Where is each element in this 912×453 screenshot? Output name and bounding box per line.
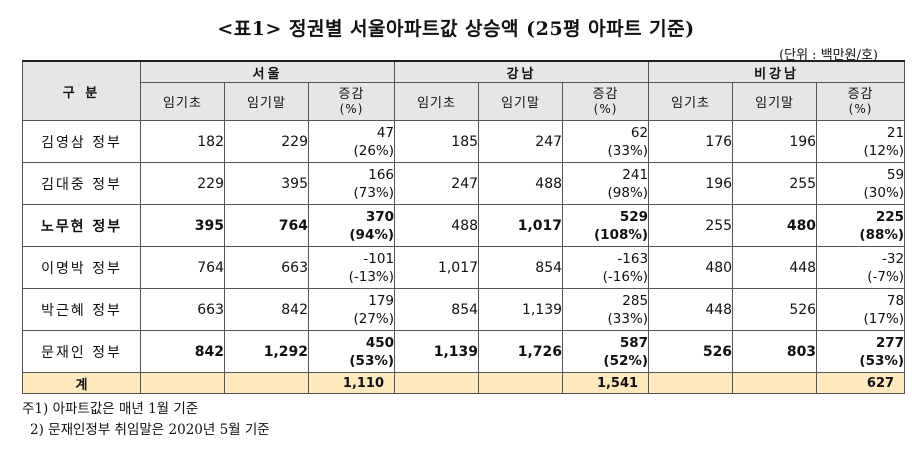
- non-gangnam-start: 526: [648, 330, 734, 373]
- seoul-start: 842: [140, 330, 225, 373]
- non-gangnam-end: 196: [732, 120, 818, 163]
- gangnam-change: 62 (33%): [562, 120, 650, 163]
- gangnam-end: 1,017: [478, 204, 564, 247]
- non-gangnam-change: 78 (17%): [816, 288, 906, 331]
- seoul-change: 179 (27%): [307, 288, 396, 331]
- seoul-change: 47 (26%): [307, 120, 396, 163]
- total-label: 계: [22, 372, 141, 394]
- non-gangnam-end: 526: [732, 288, 818, 331]
- seoul-end: 663: [224, 246, 309, 289]
- non-gangnam-change: -32 (-7%): [816, 246, 906, 289]
- seoul-start: 663: [140, 288, 225, 331]
- non-gangnam-change: 59 (30%): [816, 162, 906, 205]
- row-name: 문재인 정부: [22, 330, 141, 373]
- gangnam-end: 1,726: [478, 330, 564, 373]
- seoul-change: 450 (53%): [307, 330, 396, 373]
- header-end: 임기말: [478, 82, 564, 121]
- header-change: 증감 (%): [562, 82, 650, 121]
- gangnam-start: 854: [394, 288, 480, 331]
- table-row: 김영삼 정부 182 229 47 (26%) 185 247 62 (33%) 1…: [22, 120, 906, 163]
- footnote-1: 주1) 아파트값은 매년 1월 기준: [22, 401, 199, 417]
- header-change: 증감 (%): [816, 82, 906, 121]
- gangnam-end: 247: [478, 120, 564, 163]
- total-seoul: 1,110: [307, 372, 396, 394]
- gangnam-change: 285 (33%): [562, 288, 650, 331]
- seoul-end: 842: [224, 288, 309, 331]
- gangnam-end: 854: [478, 246, 564, 289]
- gangnam-start: 1,017: [394, 246, 480, 289]
- seoul-end: 764: [224, 204, 309, 247]
- total-gangnam: 1,541: [562, 372, 650, 394]
- non-gangnam-end: 803: [732, 330, 818, 373]
- seoul-end: 1,292: [224, 330, 309, 373]
- seoul-start: 395: [140, 204, 225, 247]
- total-row: 계 1,110 1,541 627: [22, 372, 906, 394]
- header-end: 임기말: [732, 82, 818, 121]
- header-change: 증감 (%): [307, 82, 396, 121]
- header-start: 임기초: [140, 82, 225, 121]
- gangnam-start: 185: [394, 120, 480, 163]
- table-title: <표1> 정권별 서울아파트값 상승액 (25평 아파트 기준): [217, 18, 695, 40]
- gangnam-change: 587 (52%): [562, 330, 650, 373]
- non-gangnam-end: 448: [732, 246, 818, 289]
- gangnam-end: 1,139: [478, 288, 564, 331]
- gangnam-start: 488: [394, 204, 480, 247]
- table-row: 노무현 정부 395 764 370 (94%) 488 1,017 529 (10…: [22, 204, 906, 247]
- header-group-gangnam: 강남: [394, 60, 650, 83]
- price-table: 구 분 서울 강남 비강남 임기초 임기말 증감 (%) 임기초 임기말 증감 (%…: [22, 60, 906, 394]
- row-name: 노무현 정부: [22, 204, 141, 247]
- non-gangnam-start: 176: [648, 120, 734, 163]
- non-gangnam-change: 21 (12%): [816, 120, 906, 163]
- non-gangnam-start: 255: [648, 204, 734, 247]
- row-name: 김대중 정부: [22, 162, 141, 205]
- non-gangnam-change: 225 (88%): [816, 204, 906, 247]
- non-gangnam-end: 480: [732, 204, 818, 247]
- seoul-end: 395: [224, 162, 309, 205]
- seoul-start: 182: [140, 120, 225, 163]
- table-row: 이명박 정부 764 663 -101 (-13%) 1,017 854 -163…: [22, 246, 906, 289]
- header-start: 임기초: [394, 82, 480, 121]
- seoul-start: 764: [140, 246, 225, 289]
- seoul-change: -101 (-13%): [307, 246, 396, 289]
- non-gangnam-start: 480: [648, 246, 734, 289]
- unit-label: (단위 : 백만원/호): [779, 48, 878, 63]
- total-non-gangnam: 627: [816, 372, 906, 394]
- seoul-change: 370 (94%): [307, 204, 396, 247]
- seoul-end: 229: [224, 120, 309, 163]
- gangnam-end: 488: [478, 162, 564, 205]
- header-start: 임기초: [648, 82, 734, 121]
- header-group-non-gangnam: 비강남: [648, 60, 906, 83]
- header-end: 임기말: [224, 82, 309, 121]
- non-gangnam-end: 255: [732, 162, 818, 205]
- table-row: 박근혜 정부 663 842 179 (27%) 854 1,139 285 (33…: [22, 288, 906, 331]
- table-row: 문재인 정부 842 1,292 450 (53%) 1,139 1,726 58…: [22, 330, 906, 373]
- seoul-start: 229: [140, 162, 225, 205]
- header-gubun: 구 분: [22, 60, 141, 121]
- footnote-2: 2) 문재인정부 취임말은 2020년 5월 기준: [30, 422, 270, 438]
- row-name: 이명박 정부: [22, 246, 141, 289]
- table-row: 김대중 정부 229 395 166 (73%) 247 488 241 (98%)…: [22, 162, 906, 205]
- gangnam-start: 1,139: [394, 330, 480, 373]
- header-group-seoul: 서울: [139, 60, 396, 83]
- gangnam-change: 529 (108%): [562, 204, 650, 247]
- row-name: 김영삼 정부: [22, 120, 141, 163]
- gangnam-start: 247: [394, 162, 480, 205]
- row-name: 박근혜 정부: [22, 288, 141, 331]
- gangnam-change: 241 (98%): [562, 162, 650, 205]
- non-gangnam-change: 277 (53%): [816, 330, 906, 373]
- non-gangnam-start: 448: [648, 288, 734, 331]
- gangnam-change: -163 (-16%): [562, 246, 650, 289]
- seoul-change: 166 (73%): [307, 162, 396, 205]
- non-gangnam-start: 196: [648, 162, 734, 205]
